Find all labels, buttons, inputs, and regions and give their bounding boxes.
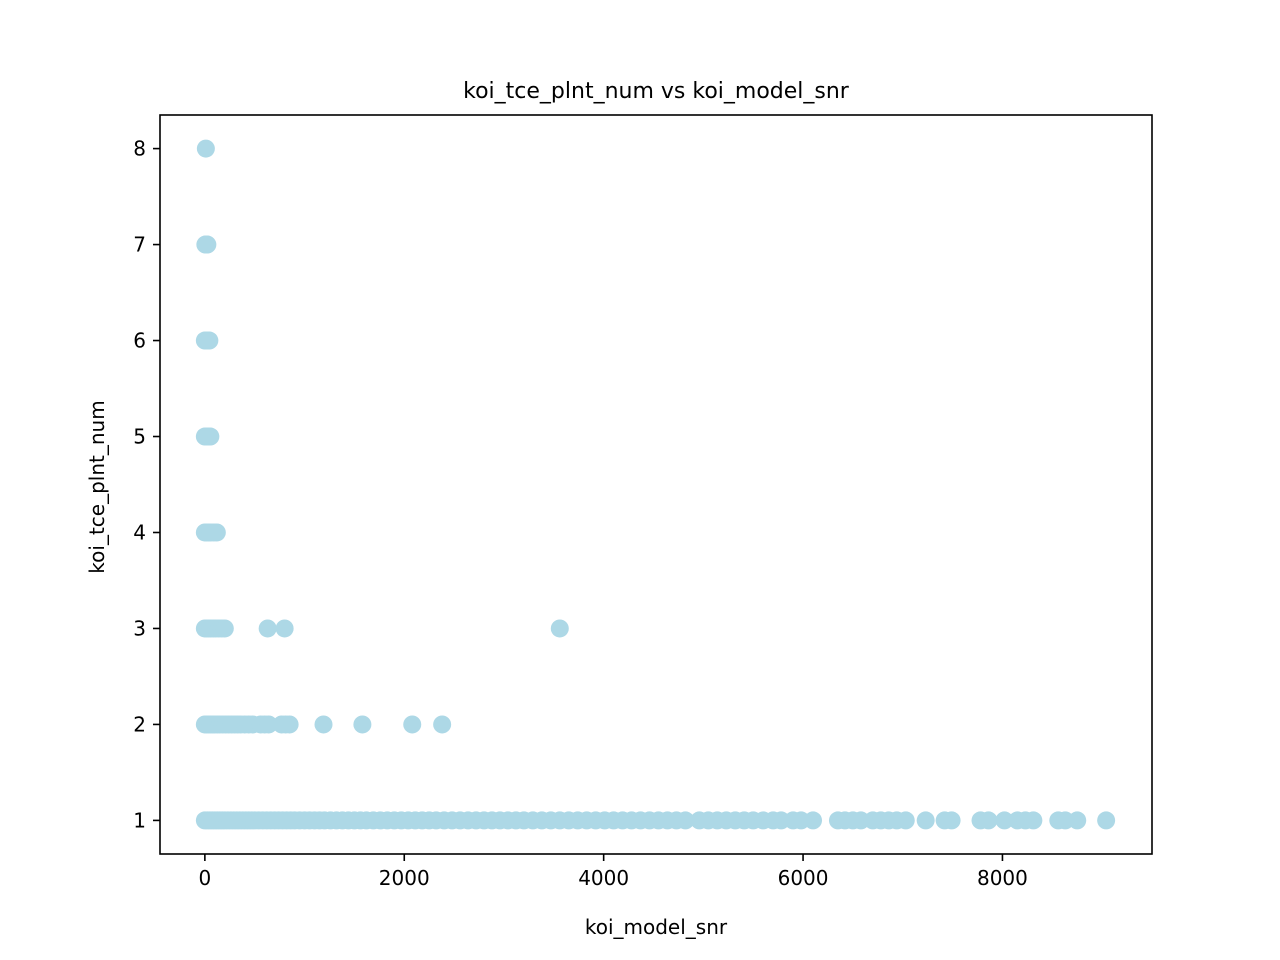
data-points-layer [195,139,1116,830]
data-point [1068,811,1087,830]
y-tick-label: 1 [133,808,146,832]
data-point [979,811,998,830]
y-axis-label: koi_tce_plnt_num [85,400,109,573]
chart-title: koi_tce_plnt_num vs koi_model_snr [463,79,850,104]
data-point [207,523,226,542]
data-point [280,715,299,734]
data-point [314,715,333,734]
y-axis-ticks: 1 2 3 4 5 6 7 8 [133,137,160,832]
data-point [1097,811,1116,830]
data-point [676,811,695,830]
data-point [550,619,569,638]
data-point [259,715,278,734]
x-tick-label: 2000 [379,866,430,890]
data-point [196,139,215,158]
y-tick-label: 2 [133,712,146,736]
y-tick-label: 6 [133,329,146,353]
data-point [200,331,219,350]
data-point [804,811,823,830]
x-axis-label: koi_model_snr [585,915,728,939]
y-tick-label: 3 [133,616,146,640]
y-tick-label: 5 [133,425,146,449]
data-point [916,811,935,830]
data-point [1024,811,1043,830]
x-tick-label: 0 [198,866,211,890]
y-tick-label: 4 [133,520,146,544]
data-point [403,715,422,734]
data-point [995,811,1014,830]
x-tick-label: 8000 [977,866,1028,890]
data-point [896,811,915,830]
data-point [942,811,961,830]
data-point [275,619,294,638]
x-tick-label: 6000 [778,866,829,890]
data-point [201,427,220,446]
y-tick-label: 8 [133,137,146,161]
data-point [353,715,372,734]
x-axis-ticks: 0 2000 4000 6000 8000 [198,854,1028,890]
data-point [215,619,234,638]
data-point [198,235,217,254]
data-point [433,715,452,734]
y-tick-label: 7 [133,233,146,257]
x-tick-label: 4000 [578,866,629,890]
data-point [258,619,277,638]
plot-frame [159,114,1153,855]
